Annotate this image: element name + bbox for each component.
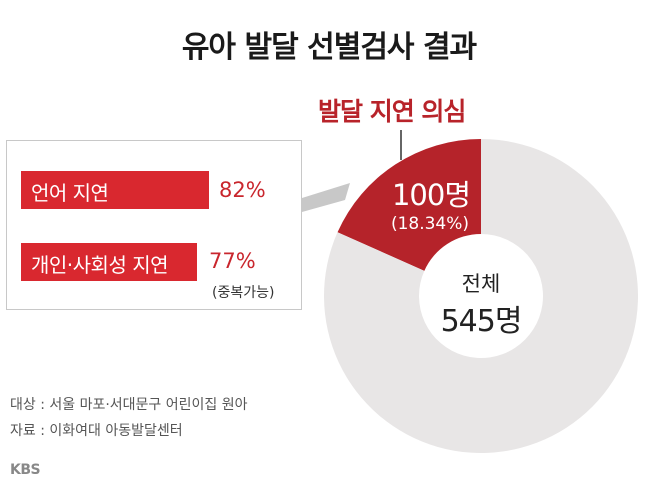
bar-value: 82% xyxy=(219,178,266,202)
slice-value-label: 100명 xyxy=(391,178,471,212)
callout-pointer xyxy=(302,183,350,212)
source-data: 자료 : 이화여대 아동발달센터 xyxy=(10,423,183,439)
donut-slice-delay-suspected xyxy=(337,139,481,271)
bar-language-delay: 언어 지연 xyxy=(21,171,209,209)
kbs-logo: KBS xyxy=(10,462,41,478)
bar-label: 언어 지연 xyxy=(31,181,109,205)
breakdown-box: 언어 지연 82% 개인·사회성 지연 77% (중복가능) xyxy=(6,140,302,310)
bar-label: 개인·사회성 지연 xyxy=(31,253,169,277)
bar-value: 77% xyxy=(209,249,256,273)
chart-title: 유아 발달 선별검사 결과 xyxy=(181,30,477,65)
overlap-note: (중복가능) xyxy=(212,285,275,301)
slice-percent-label: (18.34%) xyxy=(390,214,470,234)
donut-slice-rest xyxy=(323,139,638,453)
callout-label: 발달 지연 의심 xyxy=(318,97,466,126)
total-value: 545명 xyxy=(440,304,523,339)
total-label: 전체 xyxy=(461,272,501,296)
bar-social-delay: 개인·사회성 지연 xyxy=(21,243,197,281)
source-subject: 대상 : 서울 마포·서대문구 어린이집 원아 xyxy=(10,397,248,413)
